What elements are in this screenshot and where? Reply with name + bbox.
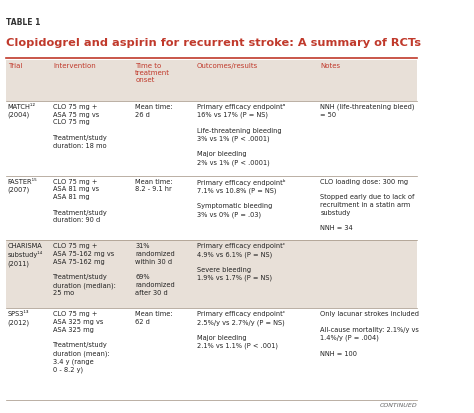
- Text: TABLE 1: TABLE 1: [6, 18, 40, 27]
- Text: MATCH¹²
(2004): MATCH¹² (2004): [8, 104, 36, 118]
- Text: Only lacunar strokes included

All-cause mortality: 2.1%/y vs
1.4%/y (P = .004)
: Only lacunar strokes included All-cause …: [320, 311, 419, 356]
- Text: CONTINUED: CONTINUED: [379, 403, 417, 408]
- Text: Outcomes/results: Outcomes/results: [197, 63, 258, 69]
- Bar: [6, 102, 417, 176]
- Text: Intervention: Intervention: [53, 63, 96, 69]
- Text: Trial: Trial: [8, 63, 22, 69]
- Text: CLO loading dose: 300 mg

Stopped early due to lack of
recruitment in a statin a: CLO loading dose: 300 mg Stopped early d…: [320, 178, 415, 230]
- Bar: [6, 61, 417, 400]
- Text: Mean time:
62 d: Mean time: 62 d: [135, 311, 173, 324]
- Text: CLO 75 mg +
ASA 75 mg vs
CLO 75 mg

Treatment/study
duration: 18 mo: CLO 75 mg + ASA 75 mg vs CLO 75 mg Treat…: [53, 104, 108, 148]
- Text: NNH (life-threatening bleed)
= 50: NNH (life-threatening bleed) = 50: [320, 104, 415, 118]
- Bar: [6, 61, 417, 102]
- Text: Time to
treatment
onset: Time to treatment onset: [135, 63, 170, 83]
- Bar: [6, 241, 417, 309]
- Text: CHARISMA
substudy¹⁴
(2011): CHARISMA substudy¹⁴ (2011): [8, 243, 43, 266]
- Bar: [6, 176, 417, 241]
- Text: Mean time:
26 d: Mean time: 26 d: [135, 104, 173, 117]
- Text: Clopidogrel and aspirin for recurrent stroke: A summary of RCTs: Clopidogrel and aspirin for recurrent st…: [6, 38, 420, 47]
- Text: 31%
randomized
within 30 d

69%
randomized
after 30 d: 31% randomized within 30 d 69% randomize…: [135, 243, 175, 295]
- Text: Primary efficacy endpointᵃ
16% vs 17% (P = NS)

Life-threatening bleeding
3% vs : Primary efficacy endpointᵃ 16% vs 17% (P…: [197, 104, 285, 165]
- Text: Notes: Notes: [320, 63, 340, 69]
- Text: Primary efficacy endpointᵇ
7.1% vs 10.8% (P = NS)

Symptomatic bleeding
3% vs 0%: Primary efficacy endpointᵇ 7.1% vs 10.8%…: [197, 178, 286, 217]
- Text: FASTER¹⁵
(2007): FASTER¹⁵ (2007): [8, 178, 37, 192]
- Text: Primary efficacy endpointᶜ
2.5%/y vs 2.7%/y (P = NS)

Major bleeding
2.1% vs 1.1: Primary efficacy endpointᶜ 2.5%/y vs 2.7…: [197, 311, 285, 349]
- Text: CLO 75 mg +
ASA 75-162 mg vs
ASA 75-162 mg

Treatment/study
duration (median):
2: CLO 75 mg + ASA 75-162 mg vs ASA 75-162 …: [53, 243, 116, 296]
- Text: CLO 75 mg +
ASA 325 mg vs
ASA 325 mg

Treatment/study
duration (mean):
3.4 y (ra: CLO 75 mg + ASA 325 mg vs ASA 325 mg Tre…: [53, 311, 109, 372]
- Text: CLO 75 mg +
ASA 81 mg vs
ASA 81 mg

Treatment/study
duration: 90 d: CLO 75 mg + ASA 81 mg vs ASA 81 mg Treat…: [53, 178, 108, 223]
- Bar: [6, 309, 417, 400]
- Text: SPS3¹³
(2012): SPS3¹³ (2012): [8, 311, 30, 325]
- Text: Primary efficacy endpointᶜ
4.9% vs 6.1% (P = NS)

Severe bleeding
1.9% vs 1.7% (: Primary efficacy endpointᶜ 4.9% vs 6.1% …: [197, 243, 285, 281]
- Text: Mean time:
8.2 - 9.1 hr: Mean time: 8.2 - 9.1 hr: [135, 178, 173, 192]
